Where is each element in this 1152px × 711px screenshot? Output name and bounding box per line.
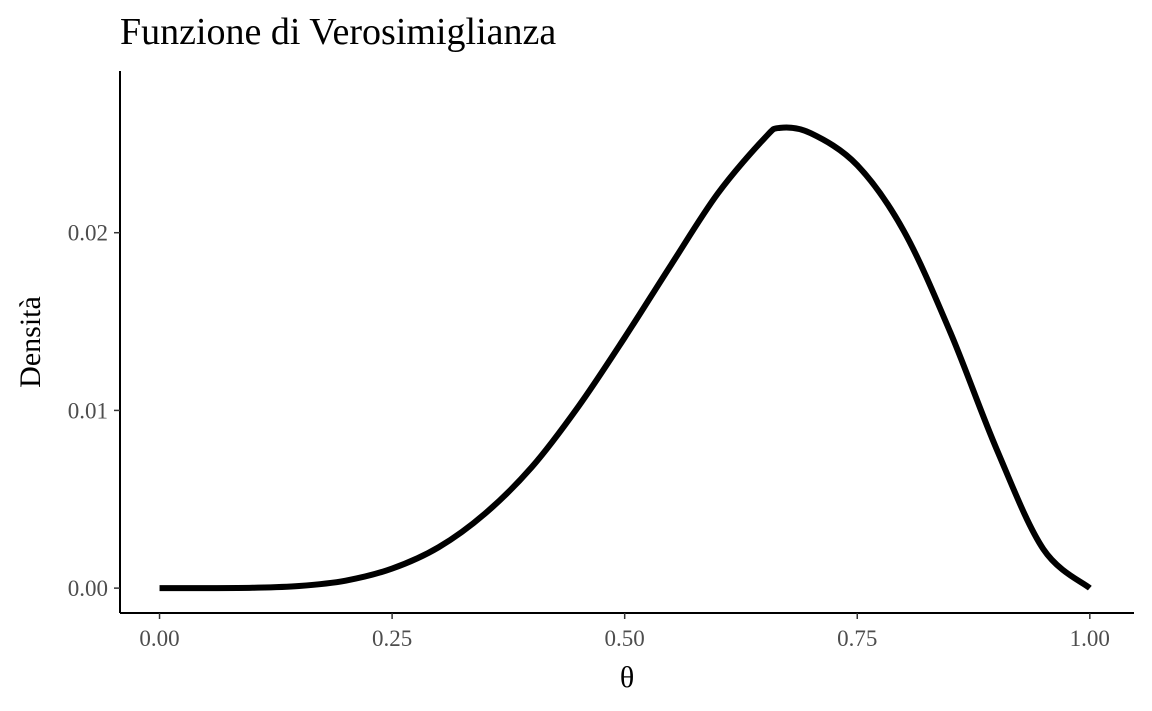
x-tick-label: 0.00	[139, 626, 179, 651]
x-tick-label: 0.50	[605, 626, 645, 651]
y-axis-label: Densità	[14, 296, 47, 388]
chart-title: Funzione di Verosimiglianza	[120, 11, 556, 53]
x-axis-label: θ	[620, 661, 634, 694]
x-axis-ticks: 0.00 0.25 0.50 0.75 1.00	[139, 613, 1110, 651]
likelihood-curve	[159, 124, 1092, 592]
series-layer	[159, 124, 1092, 592]
plot-axes	[119, 71, 1134, 614]
x-tick-label: 1.00	[1070, 626, 1110, 651]
x-tick-label: 0.25	[372, 626, 412, 651]
y-tick-label: 0.01	[68, 398, 108, 423]
y-tick-label: 0.00	[68, 576, 108, 601]
y-axis-ticks: 0.00 0.01 0.02	[68, 221, 120, 601]
x-tick-label: 0.75	[837, 626, 877, 651]
y-tick-label: 0.02	[68, 221, 108, 246]
